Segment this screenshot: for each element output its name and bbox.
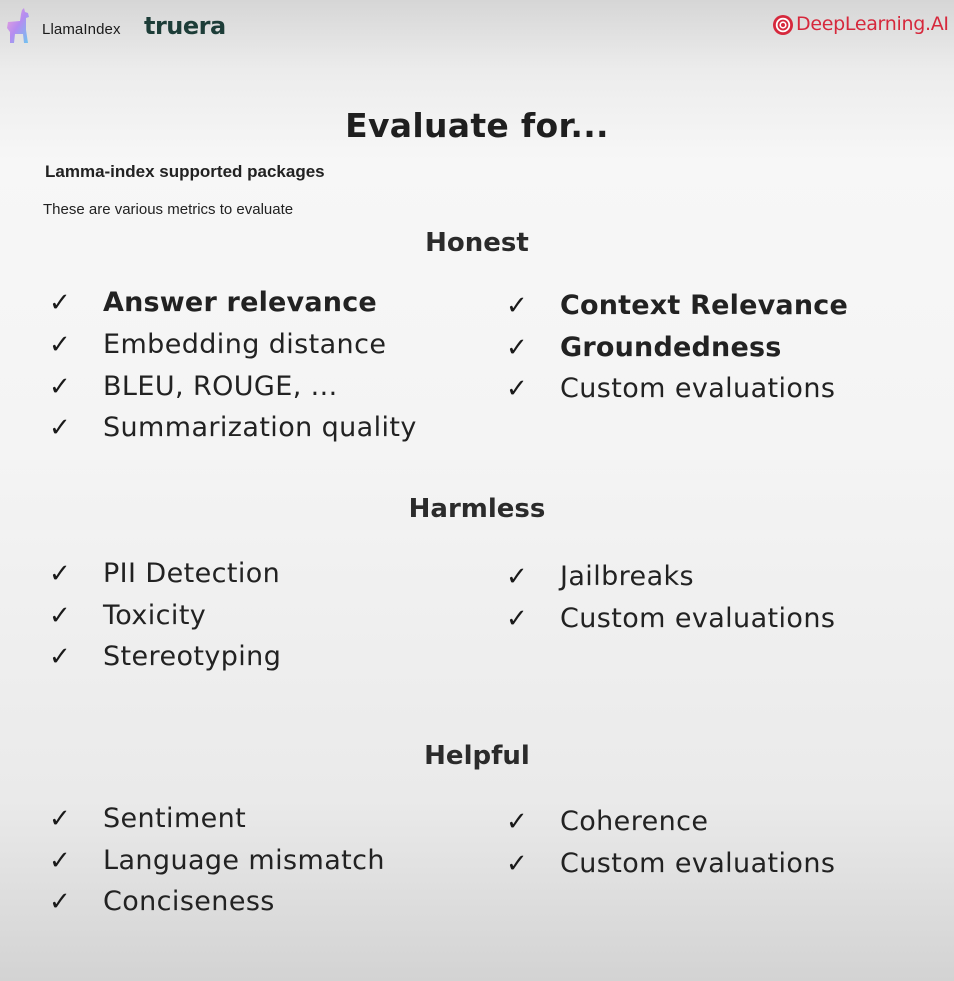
checklist-item-label: Custom evaluations [560, 373, 836, 404]
checkmark-icon: ✓ [49, 330, 71, 360]
checklist-item-label: BLEU, ROUGE, ... [103, 371, 338, 402]
checkmark-icon: ✓ [49, 413, 71, 443]
checkmark-icon: ✓ [49, 372, 71, 402]
checklist-item-label: Custom evaluations [560, 848, 836, 879]
checklist-item-label: Answer relevance [103, 287, 377, 318]
checklist-item-label: Custom evaluations [560, 603, 836, 634]
checklist-item-label: Summarization quality [103, 412, 417, 443]
checkmark-icon: ✓ [49, 559, 71, 589]
checkmark-icon: ✓ [49, 288, 71, 318]
section-heading-helpful: Helpful [424, 741, 530, 771]
checkmark-icon: ✓ [506, 807, 528, 837]
checklist-item-label: Coherence [560, 806, 709, 837]
checkmark-icon: ✓ [49, 804, 71, 834]
checkmark-icon: ✓ [49, 642, 71, 672]
checkmark-icon: ✓ [506, 562, 528, 592]
checklist-item-label: Groundedness [560, 332, 782, 363]
section-heading-honest: Honest [425, 228, 529, 258]
section-heading-harmless: Harmless [408, 494, 546, 524]
checklist-item-label: Conciseness [103, 886, 275, 917]
checkmark-icon: ✓ [506, 604, 528, 634]
checkmark-icon: ✓ [506, 374, 528, 404]
deeplearning-logo-text: DeepLearning.AI [796, 13, 949, 35]
llama-logo-icon [7, 8, 29, 43]
checkmark-icon: ✓ [49, 846, 71, 876]
slide-description: These are various metrics to evaluate [43, 201, 294, 218]
checkmark-icon: ✓ [506, 291, 528, 321]
checklist-item-label: Language mismatch [103, 845, 385, 876]
checklist-item-label: Context Relevance [560, 290, 848, 321]
checkmark-icon: ✓ [506, 333, 528, 363]
checklist-item-label: Embedding distance [103, 329, 387, 360]
checkmark-icon: ✓ [49, 887, 71, 917]
checkmark-icon: ✓ [49, 601, 71, 631]
slide-title: Evaluate for... [345, 106, 609, 145]
checklist-item-label: Toxicity [103, 600, 207, 631]
slide-subtitle: Lamma-index supported packages [45, 162, 325, 181]
checklist-item-label: Sentiment [103, 803, 247, 834]
deeplearning-logo-icon [773, 15, 793, 35]
checklist-item-label: Jailbreaks [560, 561, 695, 592]
llamaindex-logo-text: LlamaIndex [42, 21, 121, 38]
truera-logo-text: truera [144, 12, 226, 40]
checkmark-icon: ✓ [506, 849, 528, 879]
checklist-item-label: Stereotyping [103, 641, 282, 672]
checklist-item-label: PII Detection [103, 558, 281, 589]
